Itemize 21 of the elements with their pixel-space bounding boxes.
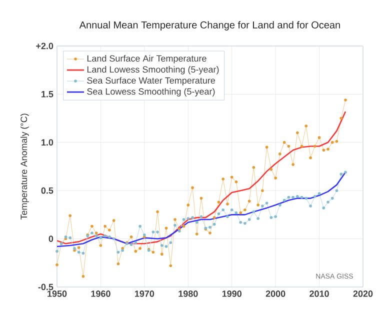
y-tick-label: +2.0 <box>36 42 54 50</box>
y-tick-label: 0.5 <box>41 187 54 194</box>
legend-label: Land Surface Air Temperature <box>87 55 206 64</box>
y-tick-label: 0 <box>48 236 54 242</box>
y-tick-label: 1.5 <box>42 91 54 98</box>
x-tick-label: 2020 <box>353 290 373 297</box>
legend-label: Sea Surface Water Temperature <box>87 77 216 86</box>
x-tick-label: 1980 <box>178 290 198 297</box>
legend-label: Sea Lowess Smoothing (5-year) <box>87 88 215 96</box>
x-tick-label: 2000 <box>266 290 286 297</box>
x-tick-label: 1990 <box>222 290 242 297</box>
x-tick-label: 2010 <box>310 290 329 297</box>
y-tick-label: -0.5 <box>38 284 54 290</box>
legend-label: Land Lowess Smoothing (5-year) <box>87 66 219 74</box>
y-axis-title: Temperature Anomaly (°C) <box>20 114 29 220</box>
x-tick-label: 1960 <box>91 290 110 297</box>
chart-title: Annual Mean Temperature Change for Land and for Ocean <box>79 21 340 30</box>
x-tick-label: 1970 <box>134 290 154 297</box>
y-tick-label: 1.0 <box>42 139 54 146</box>
x-tick-label: 1950 <box>48 290 67 297</box>
line-series <box>57 110 346 244</box>
